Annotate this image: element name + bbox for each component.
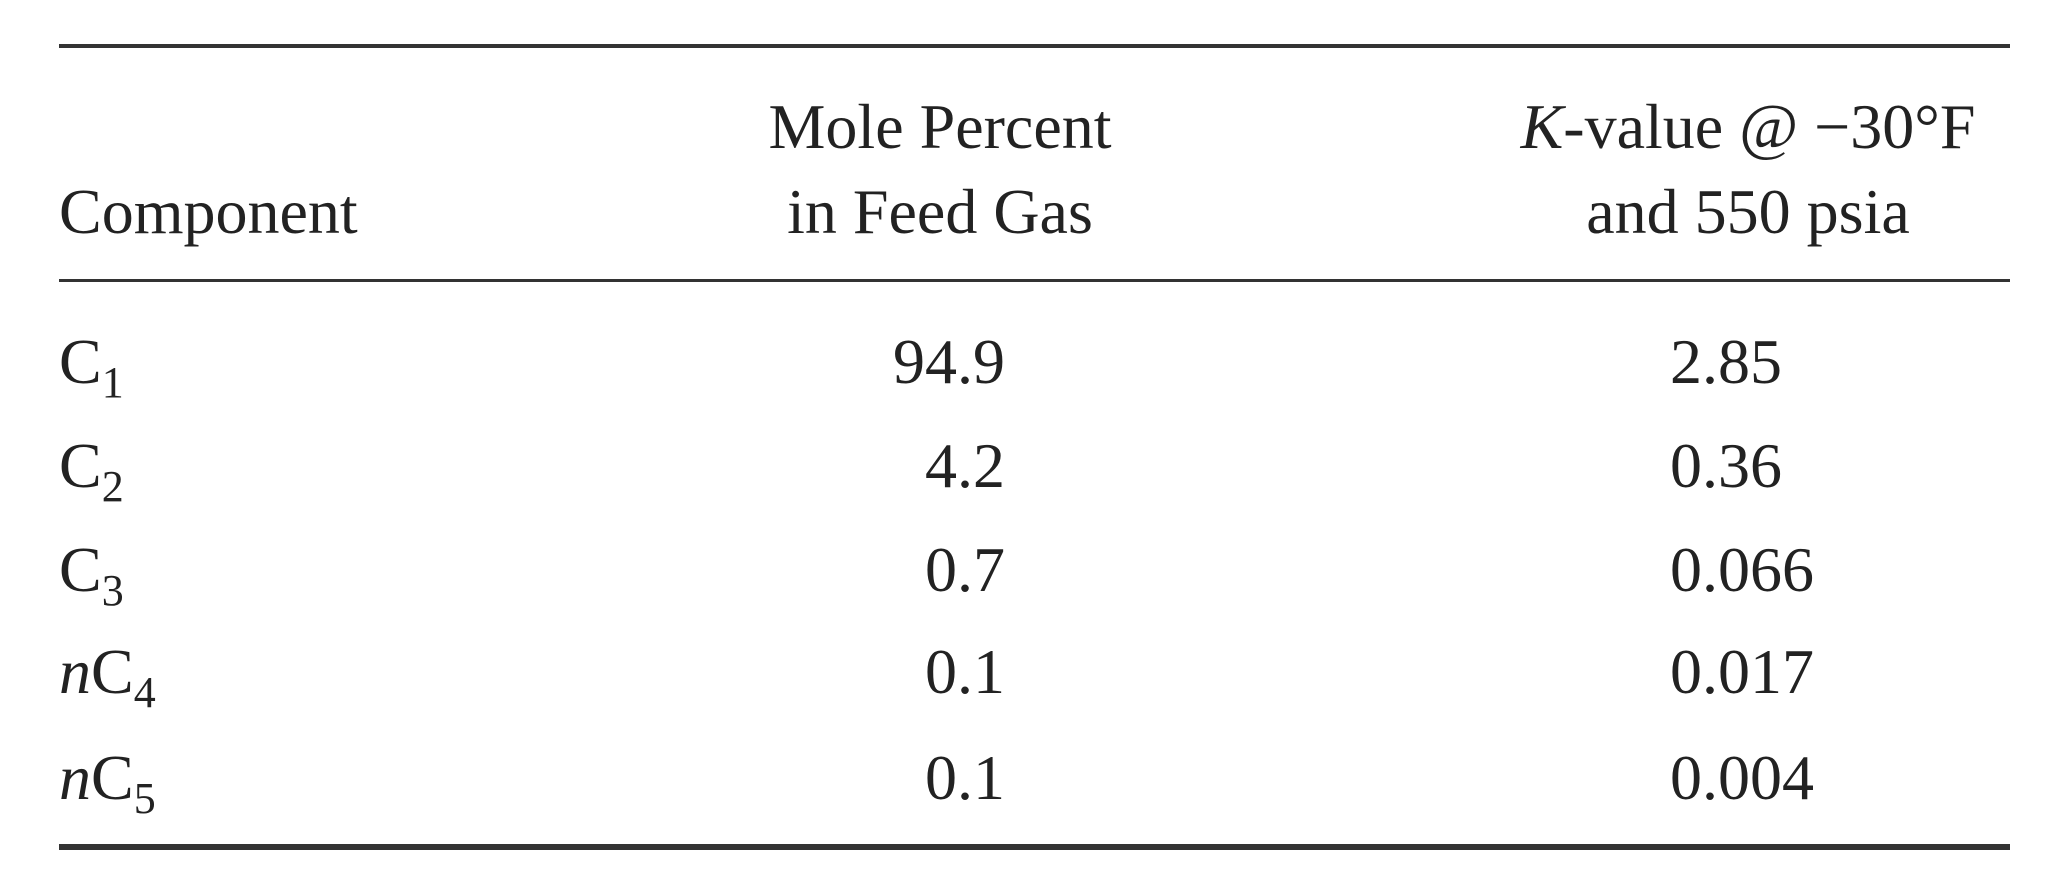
component-base: C — [59, 430, 102, 501]
k-value-cell: 0.004 — [1670, 746, 1814, 810]
k-value: 0.017 — [1670, 636, 1814, 707]
header-rule — [59, 279, 2010, 282]
top-rule — [59, 44, 2010, 48]
header-cell: Mole Percent — [769, 95, 1112, 159]
mole-percent-cell: 0.1 — [925, 640, 1005, 704]
header-italic: K — [1520, 91, 1564, 162]
mole-percent: 4.2 — [925, 430, 1005, 501]
component-subscript: 1 — [101, 358, 124, 407]
mole-percent-cell: 0.7 — [925, 538, 1005, 602]
component-cell: nC4 — [59, 640, 156, 715]
component-cell: C2 — [59, 434, 124, 509]
k-value: 0.066 — [1670, 534, 1814, 605]
component-prefix: n — [59, 742, 91, 813]
header-text: Component — [59, 176, 358, 247]
k-value-cell: 2.85 — [1670, 330, 1782, 394]
header-text: Mole Percent — [768, 91, 1112, 162]
component-base: C — [59, 534, 102, 605]
header-text: -value @ −30°F — [1563, 91, 1976, 162]
header-cell: and 550 psia — [1586, 180, 1910, 244]
component-cell: C3 — [59, 538, 124, 613]
header-text: and 550 psia — [1586, 176, 1910, 247]
k-value: 0.004 — [1670, 742, 1814, 813]
header-cell: K-value @ −30°F — [1521, 95, 1976, 159]
component-base: C — [59, 326, 102, 397]
mole-percent-cell: 4.2 — [925, 434, 1005, 498]
mole-percent: 0.7 — [925, 534, 1005, 605]
k-value-cell: 0.066 — [1670, 538, 1814, 602]
component-prefix: n — [59, 636, 91, 707]
bottom-rule — [59, 844, 2010, 850]
mole-percent-cell: 94.9 — [893, 330, 1005, 394]
k-value: 0.36 — [1670, 430, 1782, 501]
component-base: C — [91, 636, 134, 707]
mole-percent: 94.9 — [893, 326, 1005, 397]
component-subscript: 4 — [133, 668, 156, 717]
component-subscript: 3 — [101, 566, 124, 615]
component-subscript: 2 — [101, 462, 124, 511]
header-text: in Feed Gas — [787, 176, 1093, 247]
header-cell: in Feed Gas — [787, 180, 1093, 244]
component-cell: C1 — [59, 330, 124, 405]
k-value: 2.85 — [1670, 326, 1782, 397]
k-value-cell: 0.36 — [1670, 434, 1782, 498]
mole-percent: 0.1 — [925, 636, 1005, 707]
component-base: C — [91, 742, 134, 813]
component-subscript: 5 — [133, 774, 156, 823]
mole-percent: 0.1 — [925, 742, 1005, 813]
header-cell: Component — [59, 180, 358, 244]
component-cell: nC5 — [59, 746, 156, 821]
k-value-cell: 0.017 — [1670, 640, 1814, 704]
mole-percent-cell: 0.1 — [925, 746, 1005, 810]
